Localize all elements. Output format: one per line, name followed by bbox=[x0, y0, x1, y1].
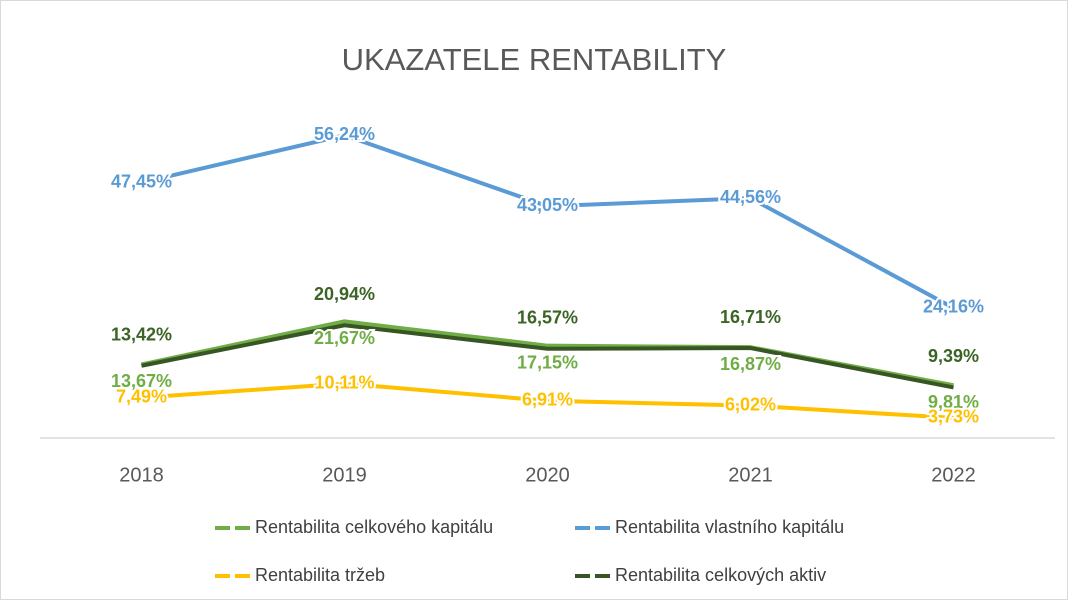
data-label: 21,67% bbox=[314, 328, 375, 348]
data-label: 13,67% bbox=[111, 371, 172, 391]
series-line bbox=[141, 133, 955, 310]
data-label: 17,15% bbox=[517, 352, 578, 372]
data-label: 16,71% bbox=[720, 307, 781, 327]
data-label: 6,91% bbox=[522, 390, 573, 410]
data-label: 47,45% bbox=[111, 171, 172, 191]
data-label: 16,87% bbox=[720, 354, 781, 374]
data-label: 10,11% bbox=[314, 372, 374, 392]
legend-label: Rentabilita celkového kapitálu bbox=[255, 517, 493, 537]
x-tick-label: 2022 bbox=[931, 464, 976, 486]
x-tick-label: 2021 bbox=[728, 464, 773, 486]
data-label: 24,16% bbox=[923, 297, 984, 317]
data-label: 43,05% bbox=[517, 195, 578, 215]
layer bbox=[141, 133, 955, 420]
data-label: 9,81% bbox=[928, 392, 979, 412]
data-label: 13,42% bbox=[111, 325, 172, 345]
data-label: 6,02% bbox=[725, 394, 776, 414]
data-label: 44,56% bbox=[720, 187, 781, 207]
data-label: 3,73% bbox=[928, 407, 979, 427]
data-label: 20,94% bbox=[314, 284, 375, 304]
data-label: 16,57% bbox=[517, 308, 578, 328]
data-label: 7,49% bbox=[116, 386, 167, 406]
chart-title: UKAZATELE RENTABILITY bbox=[342, 42, 727, 77]
data-label: 9,39% bbox=[928, 346, 979, 366]
x-tick-label: 2019 bbox=[322, 464, 367, 486]
legend-label: Rentabilita tržeb bbox=[255, 565, 385, 585]
layer: 13,67% 21,67% 17,15% 16,87% 9,81% 47,45% 56,24… bbox=[109, 122, 986, 429]
x-tick-label: 2020 bbox=[525, 464, 570, 486]
legend-label: Rentabilita celkových aktiv bbox=[615, 565, 826, 585]
legend-label: Rentabilita vlastního kapitálu bbox=[615, 517, 844, 537]
x-tick-label: 2018 bbox=[119, 464, 164, 486]
data-label: 56,24% bbox=[314, 124, 375, 144]
series-line bbox=[141, 381, 954, 420]
series-line bbox=[141, 323, 954, 390]
